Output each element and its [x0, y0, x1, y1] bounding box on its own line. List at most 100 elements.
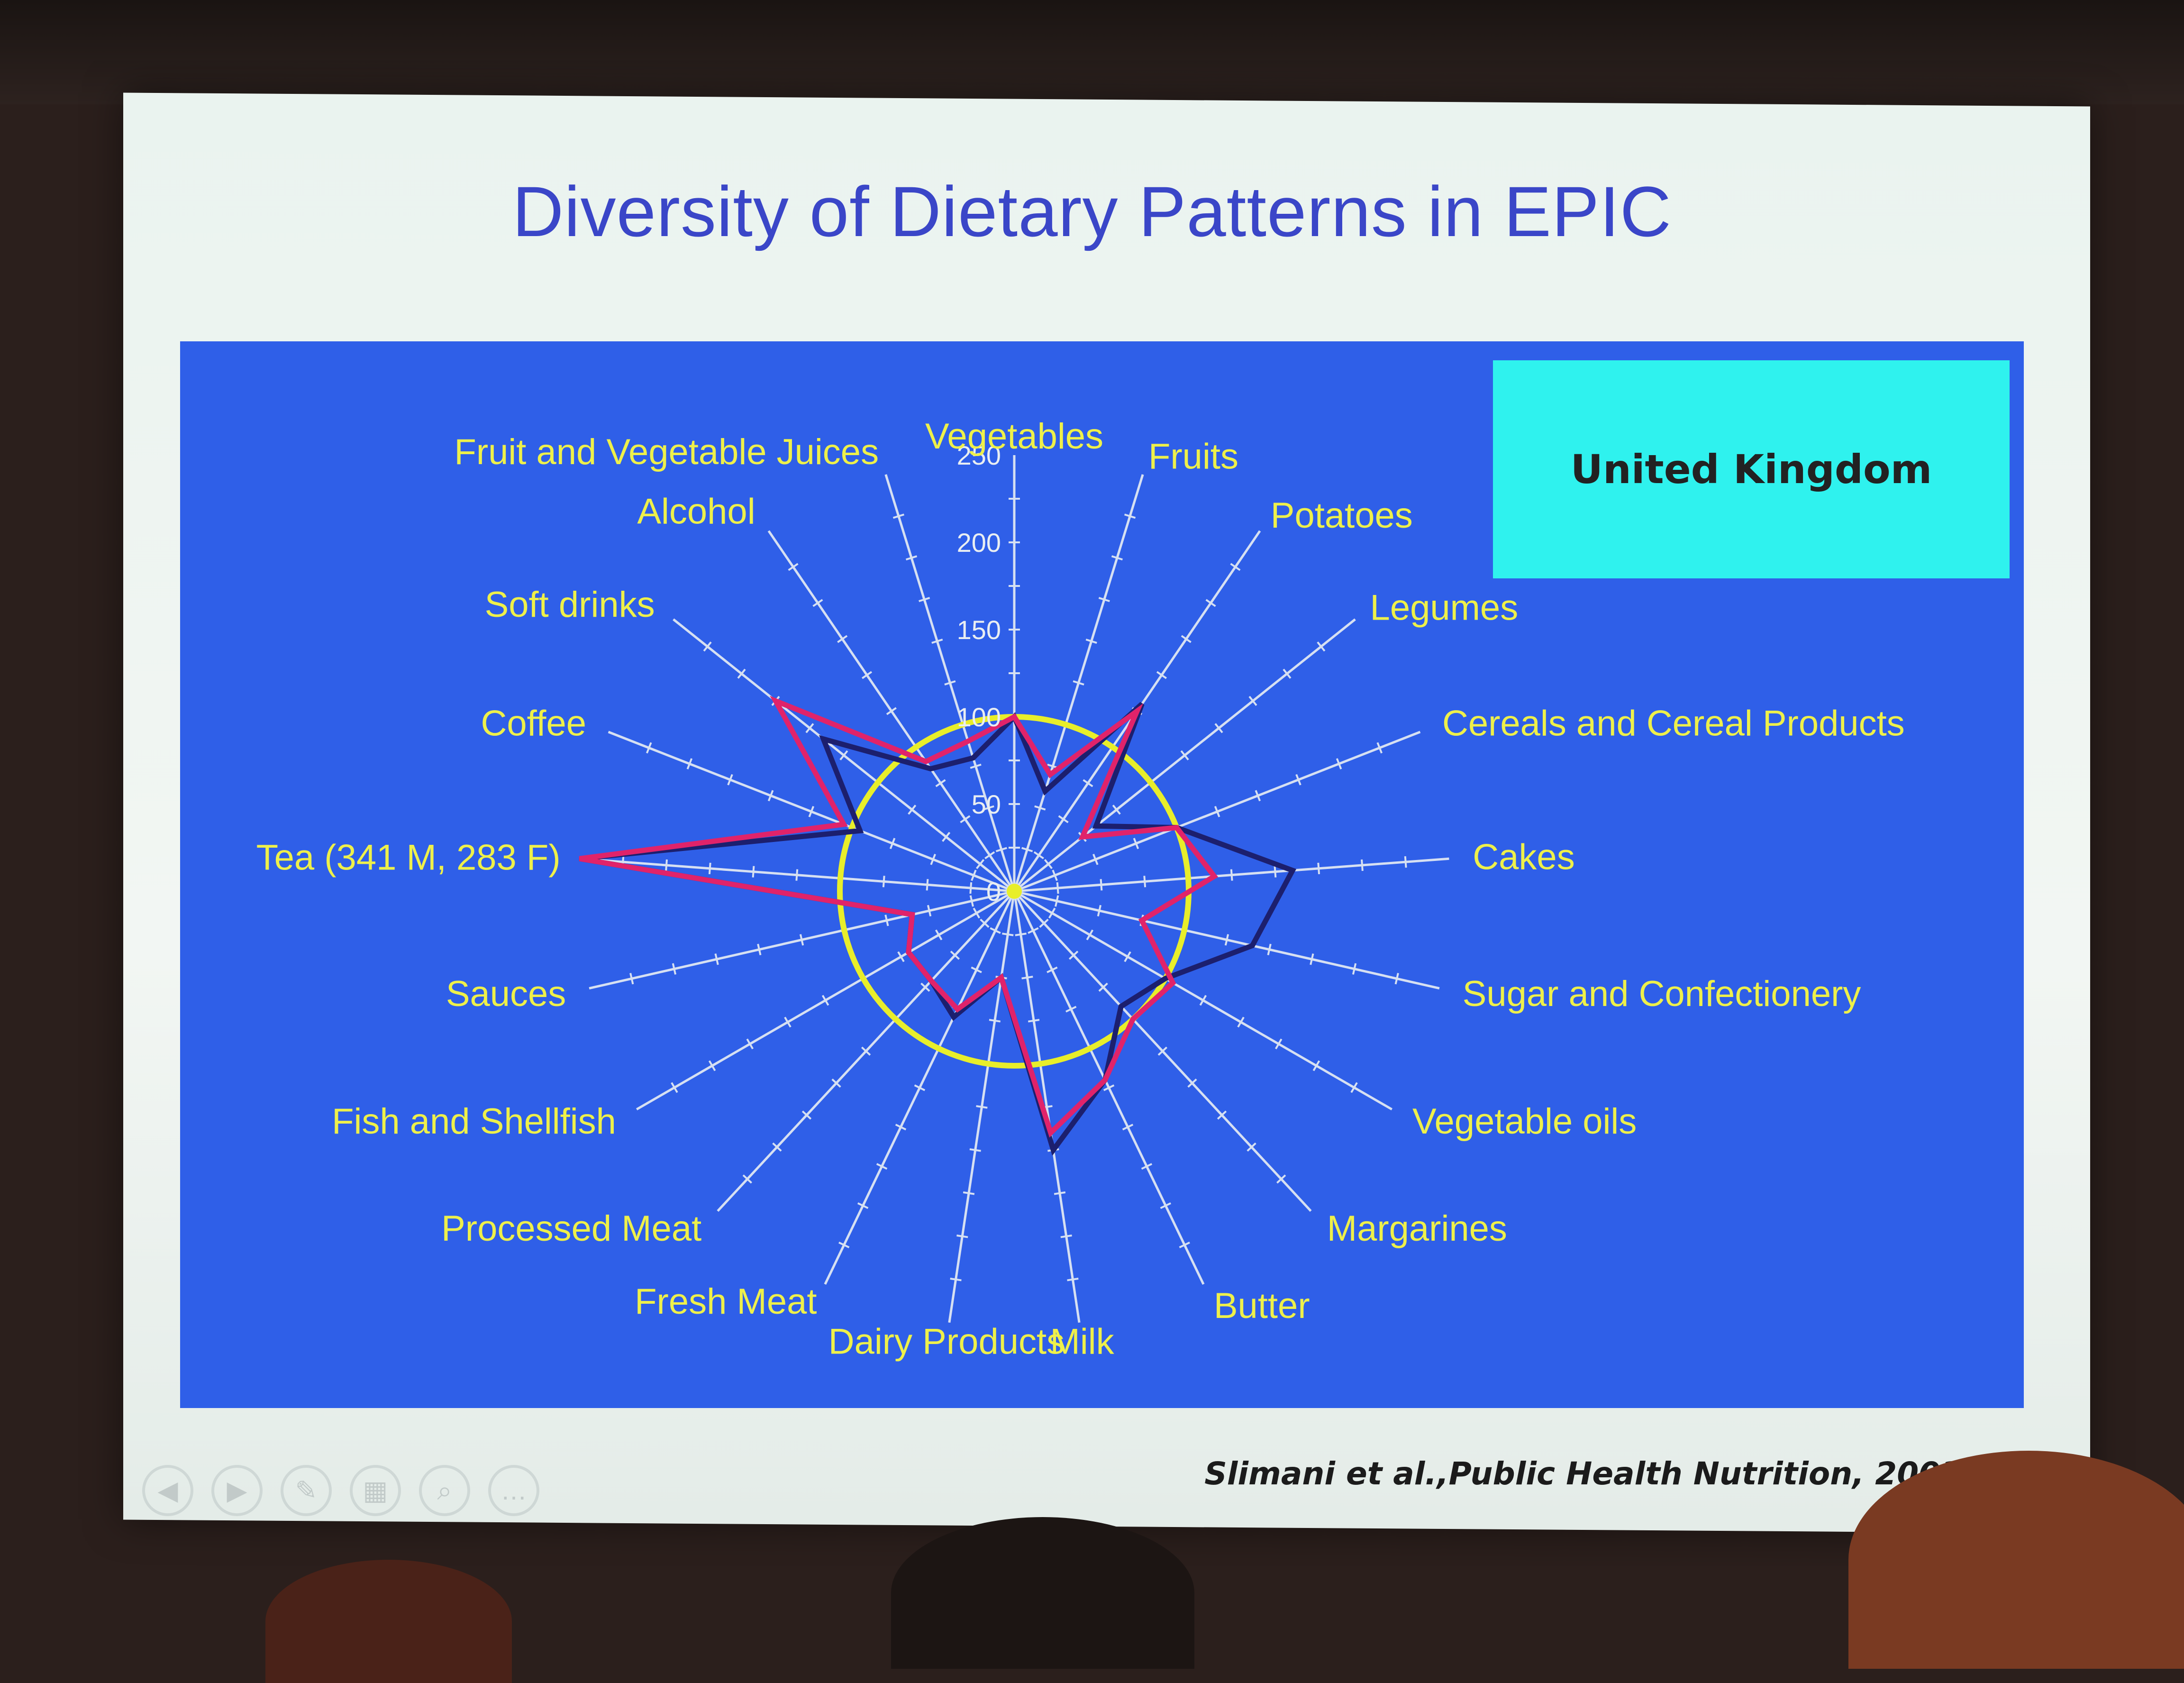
- axis-tick: [1112, 805, 1121, 815]
- axis-tick: [889, 838, 896, 850]
- axis-tick: [1237, 1016, 1245, 1028]
- axis-tick: [1310, 953, 1314, 965]
- tick-label: 200: [957, 528, 1001, 558]
- axis-tick: [708, 1060, 716, 1071]
- axis-tick: [995, 847, 1007, 852]
- axis-tick: [1103, 1084, 1115, 1091]
- presentation-controls: ◀ ▶ ✎ ▦ ⌕ …: [142, 1465, 539, 1516]
- axis-tick: [1376, 742, 1383, 754]
- axis-tick: [1098, 982, 1108, 992]
- slide-title: Diversity of Dietary Patterns in EPIC: [512, 172, 1672, 251]
- axis-tick: [1058, 815, 1069, 823]
- axis-tick: [861, 1046, 871, 1056]
- axis-tick: [788, 563, 799, 571]
- axis-tick: [672, 963, 677, 975]
- axis-tick: [886, 707, 897, 715]
- axis-tick: [970, 763, 982, 769]
- axis-tick: [1248, 695, 1257, 706]
- axis-tick: [1179, 1241, 1190, 1249]
- axis-tick: [876, 1163, 888, 1170]
- category-label: Cereals and Cereal Products: [1442, 704, 1905, 744]
- axis-tick: [1060, 1235, 1072, 1238]
- axis-tick: [1028, 1019, 1040, 1023]
- category-label: Margarines: [1327, 1208, 1507, 1249]
- axis-tick: [1350, 1082, 1358, 1093]
- axis-tick: [1065, 1006, 1077, 1013]
- axis-tick: [1199, 995, 1207, 1006]
- tick-label: 50: [972, 789, 1001, 819]
- axis-tick: [897, 951, 905, 962]
- category-label: Legumes: [1370, 587, 1519, 628]
- axis-tick: [1224, 934, 1229, 946]
- axis-tick: [944, 680, 956, 686]
- axis-tick: [784, 1016, 792, 1028]
- axis-tick: [1124, 951, 1131, 962]
- axis-tick: [960, 815, 971, 823]
- axis-tick: [1267, 943, 1272, 955]
- category-label: Butter: [1214, 1286, 1310, 1326]
- axis-tick: [1312, 1060, 1320, 1071]
- axis-tick: [1039, 918, 1049, 928]
- axis-tick: [767, 790, 774, 802]
- category-label: Milk: [1050, 1321, 1115, 1362]
- axis-tick: [839, 750, 848, 760]
- axis-tick: [1068, 951, 1079, 960]
- category-label: Cakes: [1473, 837, 1574, 878]
- axis-tick: [1021, 976, 1033, 979]
- axis-tick: [1361, 859, 1364, 871]
- slide-grid-button[interactable]: ▦: [350, 1465, 401, 1516]
- category-label: Fruits: [1148, 437, 1238, 477]
- category-label: Coffee: [481, 704, 587, 744]
- previous-slide-button[interactable]: ◀: [142, 1465, 193, 1516]
- axis-tick: [919, 597, 930, 603]
- axis-tick: [686, 758, 693, 770]
- pen-tool-button[interactable]: ✎: [281, 1465, 332, 1516]
- axis-tick: [1214, 723, 1223, 733]
- axis-tick: [920, 982, 930, 992]
- axis-tick: [930, 853, 936, 865]
- axis-tick: [931, 639, 943, 644]
- axis-tick: [1160, 1202, 1172, 1209]
- tick-labels-layer: 0 50 100 150 200 250: [957, 440, 1001, 906]
- axis-tick: [892, 513, 904, 519]
- axis-tick: [1214, 806, 1220, 817]
- axis-tick: [671, 1082, 678, 1093]
- axis-tick: [1317, 862, 1320, 874]
- next-slide-button[interactable]: ▶: [211, 1465, 263, 1516]
- axis-tick: [1181, 635, 1192, 643]
- zoom-button[interactable]: ⌕: [419, 1465, 470, 1516]
- axis-tick: [757, 943, 762, 955]
- axis-tick: [990, 927, 1001, 934]
- axis-tick: [1054, 1191, 1066, 1195]
- axis-tick: [1056, 882, 1059, 894]
- axis-tick: [1092, 853, 1099, 865]
- axis-tick: [746, 1038, 754, 1050]
- axis-tick: [971, 966, 982, 973]
- axis-tick: [1073, 680, 1084, 686]
- axis-tick: [927, 905, 932, 917]
- category-label: Alcohol: [637, 492, 755, 532]
- axis-tick: [971, 869, 977, 881]
- axis-tick: [1230, 563, 1241, 571]
- axis-tick: [1180, 750, 1189, 760]
- more-options-button[interactable]: …: [488, 1465, 539, 1516]
- axis-tick: [950, 1277, 962, 1281]
- audience-head-left: [265, 1560, 512, 1683]
- axis-tick: [1086, 929, 1094, 941]
- axis-tick: [1404, 856, 1407, 868]
- category-label: Processed Meat: [441, 1208, 701, 1249]
- axis-tick: [969, 895, 974, 907]
- radar-chart: 0 50 100 150 200 250 Vegetables Fruits Potatoes…: [256, 416, 1905, 1362]
- series-line: [579, 695, 1219, 1138]
- category-label: Fish and Shellfish: [332, 1101, 616, 1142]
- axis-tick: [1157, 1046, 1168, 1056]
- axis-tick: [942, 832, 951, 842]
- axis-tick: [1141, 1163, 1153, 1170]
- axis-tick: [805, 723, 814, 733]
- axis-tick: [714, 953, 719, 965]
- axis-tick: [1283, 668, 1292, 679]
- axis-tick: [737, 668, 746, 679]
- axis-tick: [884, 915, 889, 926]
- axis-tick: [1048, 907, 1056, 919]
- axis-tick: [1187, 1079, 1197, 1088]
